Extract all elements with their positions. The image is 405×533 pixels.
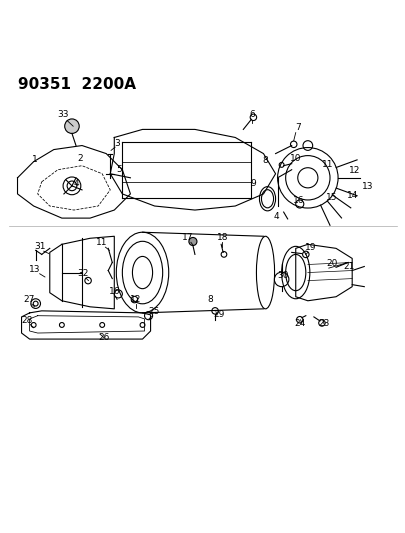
Circle shape	[188, 238, 196, 246]
Text: 8: 8	[262, 156, 268, 165]
Text: 28: 28	[21, 316, 32, 325]
Text: 2: 2	[77, 154, 83, 163]
Text: 11: 11	[322, 159, 333, 168]
Text: 13: 13	[29, 265, 40, 274]
Text: 4: 4	[273, 212, 279, 221]
Text: 29: 29	[213, 310, 224, 319]
Text: 25: 25	[148, 308, 159, 317]
Text: 30: 30	[276, 271, 288, 280]
Text: 32: 32	[77, 269, 88, 278]
Text: 8: 8	[207, 295, 213, 304]
Text: 27: 27	[23, 295, 34, 304]
Text: 16: 16	[108, 287, 120, 296]
Text: 14: 14	[345, 191, 357, 199]
Text: 1: 1	[32, 155, 37, 164]
Text: 4: 4	[73, 179, 79, 188]
Text: 3: 3	[114, 139, 120, 148]
Text: 9: 9	[250, 179, 256, 188]
Text: 10: 10	[289, 154, 301, 163]
Text: 19: 19	[305, 244, 316, 252]
Text: 26: 26	[98, 333, 110, 342]
Text: 24: 24	[294, 319, 305, 328]
Text: 16: 16	[292, 196, 304, 205]
Text: 17: 17	[181, 233, 193, 242]
Text: 12: 12	[130, 295, 141, 304]
Text: 7: 7	[294, 123, 300, 132]
Text: 12: 12	[347, 166, 359, 175]
Text: 11: 11	[96, 238, 107, 247]
Text: 90351  2200A: 90351 2200A	[17, 77, 135, 92]
Text: 20: 20	[326, 260, 337, 269]
Text: 21: 21	[343, 262, 354, 271]
Text: 6: 6	[249, 110, 254, 119]
Text: 5: 5	[116, 165, 122, 174]
Circle shape	[64, 119, 79, 133]
Text: 18: 18	[216, 233, 228, 242]
Text: 31: 31	[34, 242, 45, 251]
Text: 23: 23	[318, 319, 329, 328]
Text: 15: 15	[326, 192, 337, 201]
Text: 13: 13	[361, 182, 372, 191]
Text: 33: 33	[57, 110, 68, 119]
